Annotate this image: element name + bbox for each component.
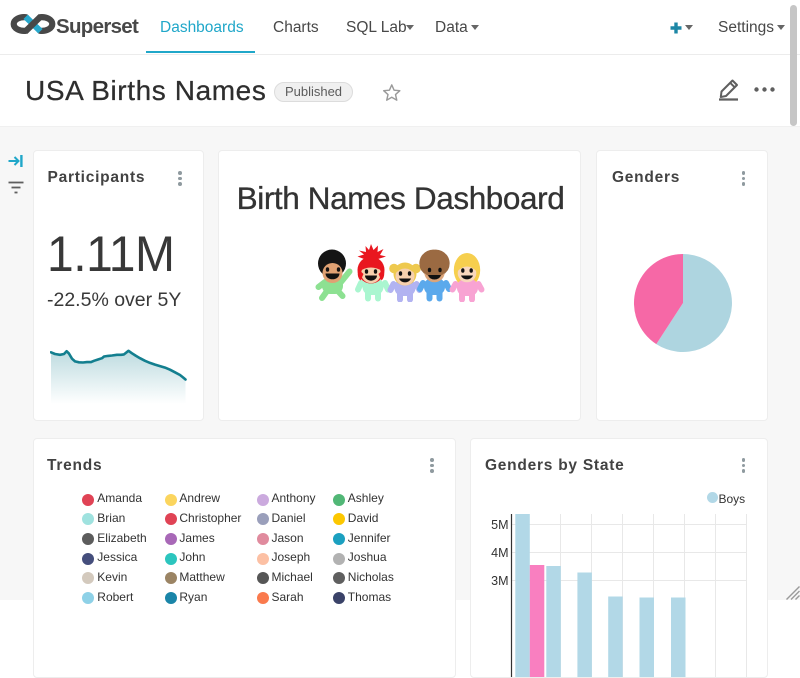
svg-text:4M: 4M	[491, 546, 508, 560]
svg-text:3M: 3M	[491, 574, 508, 588]
svg-text:5M: 5M	[491, 518, 508, 532]
